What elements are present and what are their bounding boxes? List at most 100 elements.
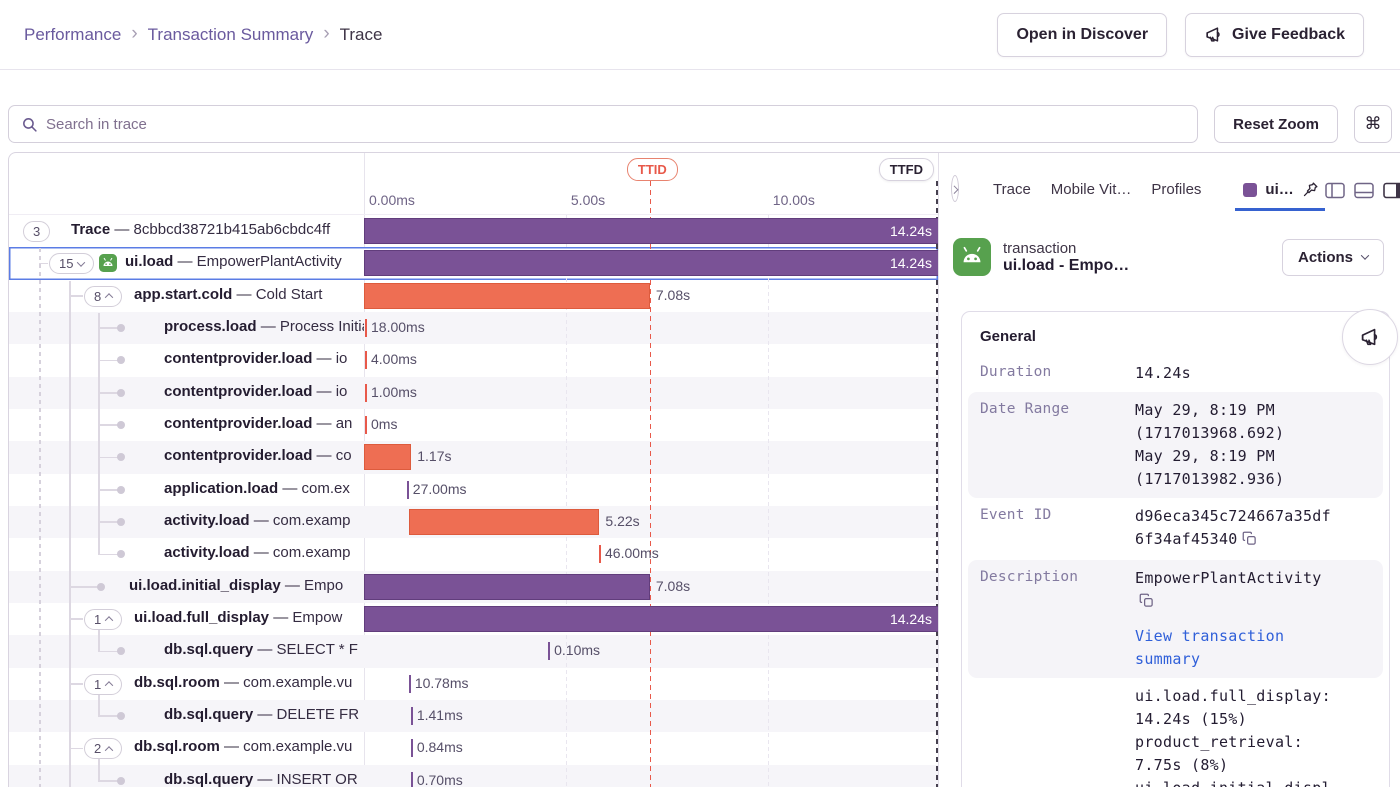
tab-active-span[interactable]: ui… [1235, 181, 1324, 211]
span-row-db.sql.query[interactable]: db.sql.query — SELECT * F0.10ms [9, 635, 938, 667]
chevron-up-icon [105, 746, 113, 754]
layout-bottom-icon[interactable] [1354, 182, 1374, 199]
span-count-badge[interactable]: 3 [23, 221, 50, 242]
duration-label: 1.17s [417, 448, 451, 464]
layout-right-icon[interactable] [1383, 182, 1400, 199]
duration-label: 1.41ms [417, 707, 463, 723]
time-axis-tick: 0.00ms [369, 192, 415, 208]
breadcrumb-item: Trace [340, 25, 383, 45]
breadcrumb-item[interactable]: Transaction Summary [148, 25, 314, 45]
megaphone-icon [1359, 326, 1381, 348]
tree-connector-line [98, 780, 119, 782]
view-transaction-summary-link[interactable]: View transaction summary [1135, 625, 1335, 671]
span-duration-bar[interactable] [409, 509, 600, 535]
span-op: process.load [164, 318, 257, 335]
span-row-db.sql.room[interactable]: 1db.sql.room — com.example.vu10.78ms [9, 668, 938, 700]
span-row-activity.load[interactable]: activity.load — com.examp46.00ms [9, 538, 938, 570]
span-row-contentprovider.load[interactable]: contentprovider.load — io4.00ms [9, 344, 938, 376]
copy-icon[interactable] [1242, 530, 1257, 553]
kv-value-line: ui.load.full_display: 14.24s (15%) [1135, 685, 1335, 731]
span-row-activity.load[interactable]: activity.load — com.examp5.22s [9, 506, 938, 538]
span-row-contentprovider.load[interactable]: contentprovider.load — co 1.17s [9, 441, 938, 473]
kv-value-line: d96eca345c724667a35df6f34af45340 [1135, 505, 1335, 553]
span-op: db.sql.room [134, 674, 220, 691]
span-label: db.sql.query — DELETE FR [164, 706, 359, 723]
span-duration-tick[interactable] [407, 481, 409, 499]
general-card: General Duration14.24sDate RangeMay 29, … [961, 311, 1390, 787]
span-duration-tick[interactable] [599, 545, 601, 563]
breadcrumb-item[interactable]: Performance [24, 25, 121, 45]
actions-button[interactable]: Actions [1282, 239, 1384, 276]
tree-connector-line [98, 424, 119, 426]
span-row-Trace[interactable]: 3Trace — 8cbbcd38721b415ab6cbdc4ff14.24s [9, 215, 938, 247]
span-duration-tick[interactable] [365, 319, 367, 337]
span-row-db.sql.query[interactable]: db.sql.query — INSERT OR0.70ms [9, 765, 938, 787]
span-duration-tick[interactable] [411, 707, 413, 725]
span-duration-tick[interactable] [409, 675, 411, 693]
tree-connector-dot [117, 712, 125, 720]
span-duration-bar[interactable]: 14.24s [364, 218, 938, 244]
badge-count: 1 [94, 612, 101, 627]
span-tree-cell: contentprovider.load — co [9, 441, 364, 473]
span-count-badge[interactable]: 8 [84, 286, 122, 307]
duration-label: 0ms [371, 416, 397, 432]
span-description: — com.ex [278, 480, 350, 497]
span-count-badge[interactable]: 2 [84, 738, 122, 759]
span-op: activity.load [164, 512, 250, 529]
span-row-db.sql.query[interactable]: db.sql.query — DELETE FR 1.41ms [9, 700, 938, 732]
span-row-app.start.cold[interactable]: 8app.start.cold — Cold Start7.08s [9, 280, 938, 312]
search-box[interactable] [8, 105, 1198, 143]
open-in-discover-button[interactable]: Open in Discover [997, 13, 1167, 57]
span-duration-tick[interactable] [365, 384, 367, 402]
span-row-ui.load[interactable]: 15ui.load — EmpowerPlantActivity14.24s [9, 247, 938, 279]
search-input[interactable] [46, 116, 1185, 133]
android-icon [99, 254, 117, 272]
span-duration-bar[interactable]: 14.24s [364, 606, 938, 632]
duration-label: 7.08s [656, 578, 690, 594]
span-duration-tick[interactable] [365, 416, 367, 434]
span-duration-tick[interactable] [548, 642, 550, 660]
span-row-ui.load.full_display[interactable]: 1ui.load.full_display — Empow14.24s [9, 603, 938, 635]
kv-value-line: (1717013968.692) [1135, 422, 1335, 445]
tree-connector-dot [117, 389, 125, 397]
span-row-db.sql.room[interactable]: 2db.sql.room — com.example.vu0.84ms [9, 732, 938, 764]
span-chart-cell: 5.22s [364, 506, 938, 538]
reset-zoom-button[interactable]: Reset Zoom [1214, 105, 1338, 143]
tab-mobilevit[interactable]: Mobile Vit… [1041, 181, 1142, 211]
tab-profiles[interactable]: Profiles [1141, 181, 1211, 211]
span-duration-bar[interactable] [364, 444, 411, 470]
span-duration-tick[interactable] [411, 739, 413, 757]
span-row-contentprovider.load[interactable]: contentprovider.load — io1.00ms [9, 377, 938, 409]
span-tree-cell: db.sql.query — DELETE FR [9, 700, 364, 732]
duration-label: 4.00ms [371, 351, 417, 367]
layout-left-icon[interactable] [1325, 182, 1345, 199]
duration-label: 1.00ms [371, 384, 417, 400]
span-row-ui.load.initial_display[interactable]: ui.load.initial_display — Empo7.08s [9, 571, 938, 603]
copy-icon[interactable] [1139, 592, 1154, 615]
span-duration-bar[interactable] [364, 283, 650, 309]
ttfd-badge[interactable]: TTFD [879, 158, 934, 181]
tab-list: TraceMobile Vit…Profiles [983, 181, 1211, 211]
span-duration-bar[interactable] [364, 574, 650, 600]
span-count-badge[interactable]: 1 [84, 609, 122, 630]
duration-label: 0.84ms [417, 739, 463, 755]
span-count-badge[interactable]: 1 [84, 674, 122, 695]
expand-drawer-button[interactable] [951, 175, 959, 202]
span-row-process.load[interactable]: process.load — Process Initialization18.… [9, 312, 938, 344]
chevron-down-icon [77, 258, 85, 266]
span-count-badge[interactable]: 15 [49, 253, 94, 274]
span-duration-tick[interactable] [411, 772, 413, 787]
span-row-contentprovider.load[interactable]: contentprovider.load — an0ms [9, 409, 938, 441]
span-duration-bar[interactable]: 14.24s [364, 250, 938, 276]
ttid-badge[interactable]: TTID [627, 158, 678, 181]
span-duration-tick[interactable] [365, 351, 367, 369]
feedback-fab-button[interactable] [1342, 309, 1398, 365]
span-tree-cell: 8app.start.cold — Cold Start [9, 280, 364, 312]
span-tree-cell: 1ui.load.full_display — Empow [9, 603, 364, 635]
keyboard-shortcut-button[interactable]: ⌘ [1354, 105, 1392, 143]
tree-connector-line [98, 651, 119, 653]
pin-icon[interactable] [1302, 181, 1319, 198]
span-row-application.load[interactable]: application.load — com.ex27.00ms [9, 474, 938, 506]
give-feedback-button[interactable]: Give Feedback [1185, 13, 1364, 57]
tab-trace[interactable]: Trace [983, 181, 1041, 211]
